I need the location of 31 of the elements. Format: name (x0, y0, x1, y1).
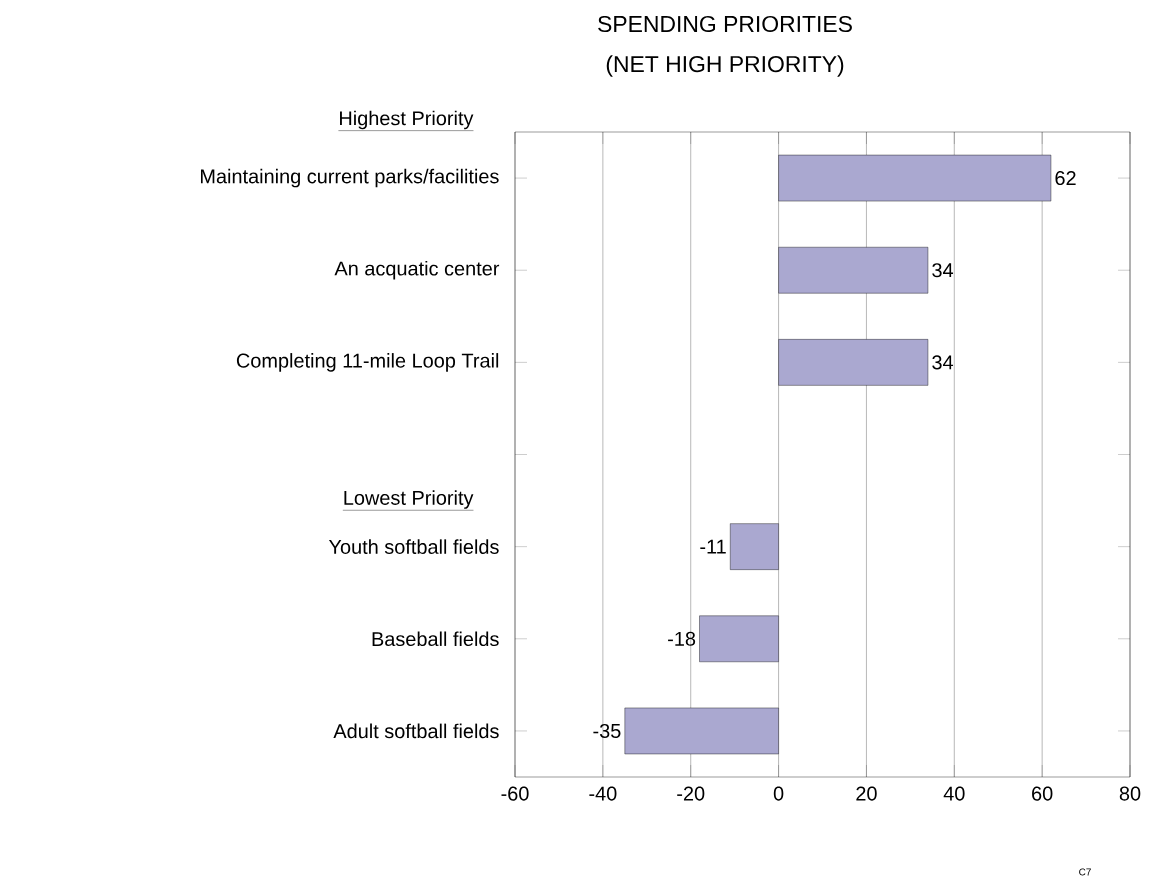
x-tick-label: -20 (677, 786, 705, 801)
y-tick-label: Youth softball fields (328, 539, 499, 554)
text: Highest Priority (340, 110, 474, 130)
y-tick-label: Baseball fields (372, 631, 499, 647)
bar (730, 523, 779, 570)
y-tick-label: An acquatic center (334, 260, 500, 280)
x-tick-label: -60 (501, 786, 529, 801)
y-tick-label: Maintaining current parks/facilities (201, 168, 499, 188)
bar (699, 615, 779, 662)
y-tick-label: Adult softball fields (333, 723, 499, 739)
data-label: 34 (932, 355, 954, 370)
y-tick-label: Completing 11-mile Loop Trail (236, 353, 499, 372)
chart-subtitle: (NET HIGH PRIORITY) (606, 55, 844, 77)
data-label: 34 (932, 263, 954, 278)
x-tick-label: 0 (773, 786, 784, 801)
chart-title: SPENDING PRIORITIES (598, 15, 852, 33)
x-tick-label: 20 (856, 786, 877, 801)
data-label: -18 (668, 631, 696, 646)
data-label: -11 (700, 539, 726, 554)
x-tick-label: -40 (589, 786, 617, 801)
bar (778, 154, 1052, 202)
bar (778, 339, 929, 386)
data-label: -35 (593, 723, 621, 738)
bar (778, 247, 929, 294)
data-label: 62 (1055, 171, 1076, 186)
x-tick-label: 80 (1119, 786, 1141, 801)
x-tick-label: 60 (1032, 786, 1053, 801)
text: C7 (1079, 868, 1091, 876)
bar (624, 707, 779, 755)
text: Lowest Priority (344, 490, 474, 509)
x-tick-label: 40 (943, 786, 965, 801)
